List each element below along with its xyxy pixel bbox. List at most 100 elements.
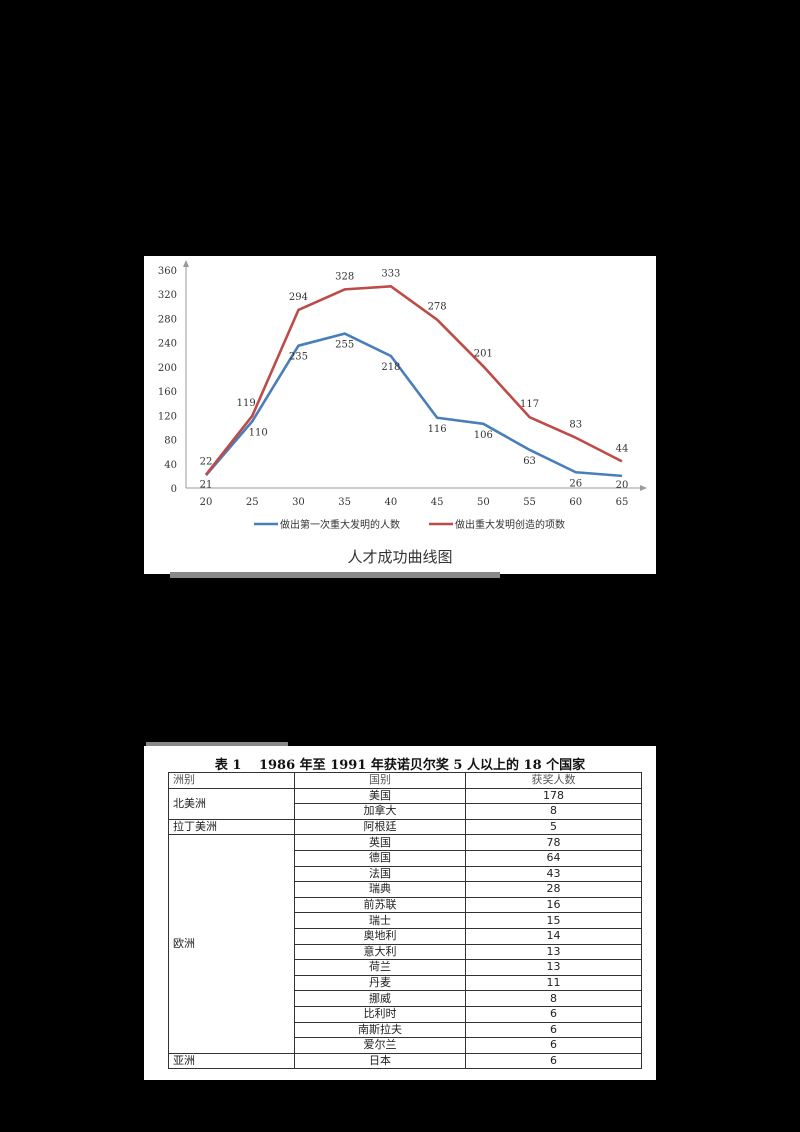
continent-cell: 拉丁美洲 — [168, 818, 295, 836]
legend-label: 做出第一次重大发明的人数 — [280, 518, 400, 531]
country-cell: 德国 — [294, 849, 466, 867]
country-cell: 加拿大 — [294, 803, 466, 820]
table-row: 北美洲 美国 178 — [168, 787, 642, 820]
obscured-caption — [146, 742, 288, 748]
count-cell: 6 — [465, 1005, 642, 1023]
table-row: 拉丁美洲 阿根廷 5 — [168, 818, 642, 836]
table-row: 欧洲 英国 78 — [168, 834, 642, 1054]
table-row: 法国 43 — [169, 865, 642, 883]
data-label: 255 — [335, 340, 354, 351]
data-label: 44 — [616, 443, 629, 454]
count-cell: 11 — [465, 974, 642, 992]
data-label: 119 — [237, 398, 256, 409]
count-cell: 13 — [465, 943, 642, 961]
table-header-row: 洲别 国别 获奖人数 — [168, 772, 642, 789]
y-tick-label: 160 — [158, 387, 177, 398]
x-tick-label: 35 — [338, 497, 351, 508]
series-line-first-invention — [205, 332, 623, 478]
line-chart: 0 40 80 120 160 200 240 280 320 360 20 25 30 35 40 45 50… — [158, 260, 647, 531]
data-label: 278 — [428, 302, 447, 313]
count-cell: 13 — [465, 959, 642, 976]
x-tick-label: 20 — [200, 497, 213, 508]
data-label: 110 — [249, 427, 268, 438]
data-label: 333 — [381, 268, 400, 279]
y-tick-label: 120 — [158, 411, 177, 422]
count-cell: 43 — [465, 865, 642, 883]
y-tick-label: 360 — [158, 266, 177, 277]
x-tick-label: 55 — [523, 497, 536, 508]
table-row: 意大利 13 — [169, 943, 642, 961]
country-cell: 法国 — [294, 865, 466, 883]
header-country: 国别 — [294, 772, 466, 789]
x-tick-label: 40 — [385, 497, 398, 508]
country-cell: 美国 — [294, 787, 466, 805]
table-row: 亚洲 日本 6 — [168, 1052, 642, 1070]
country-cell: 丹麦 — [294, 974, 466, 992]
data-label: 117 — [520, 399, 539, 410]
country-cell: 前苏联 — [294, 896, 466, 914]
y-tick-label: 240 — [158, 339, 177, 350]
continent-cell: 亚洲 — [168, 1052, 295, 1070]
table-row: 丹麦 11 — [169, 974, 642, 992]
data-label: 235 — [289, 352, 308, 363]
count-cell: 16 — [465, 896, 642, 914]
count-cell: 178 — [465, 787, 642, 805]
country-cell: 比利时 — [294, 1005, 466, 1023]
country-cell: 挪威 — [294, 990, 466, 1007]
y-tick-label: 40 — [164, 460, 177, 471]
continent-cell: 欧洲 — [168, 834, 295, 1054]
data-label: 63 — [523, 456, 536, 467]
continent-cell: 北美洲 — [168, 787, 295, 820]
country-cell: 阿根廷 — [294, 818, 466, 836]
count-cell: 78 — [465, 834, 642, 851]
country-cell: 英国 — [294, 834, 466, 851]
count-cell: 14 — [465, 927, 642, 945]
data-label: 22 — [200, 457, 213, 468]
data-label: 106 — [474, 430, 493, 441]
table-row: 挪威 8 — [169, 990, 642, 1007]
data-label: 294 — [289, 292, 308, 303]
table-row: 比利时 6 — [169, 1005, 642, 1023]
data-label: 116 — [428, 424, 447, 435]
header-count: 获奖人数 — [465, 772, 642, 789]
data-label: 83 — [569, 420, 582, 431]
count-cell: 6 — [465, 1037, 642, 1054]
x-tick-label: 65 — [616, 497, 629, 508]
country-cell: 日本 — [294, 1052, 466, 1070]
line-chart-panel: 0 40 80 120 160 200 240 280 320 360 20 25 30 35 40 45 50… — [144, 256, 656, 574]
legend-label: 做出重大发明创造的项数 — [455, 518, 565, 531]
country-cell: 南斯拉夫 — [294, 1021, 466, 1039]
y-tick-label: 0 — [171, 484, 177, 495]
series-line-invention-count — [204, 285, 623, 476]
x-tick-label: 60 — [569, 497, 582, 508]
y-axis-arrow-icon — [183, 260, 189, 267]
country-cell: 奥地利 — [294, 927, 466, 945]
table-row: 南斯拉夫 6 — [169, 1021, 642, 1039]
x-tick-label: 30 — [292, 497, 305, 508]
country-cell: 意大利 — [294, 943, 466, 961]
count-cell: 6 — [465, 1052, 642, 1070]
count-cell: 8 — [465, 803, 642, 820]
country-cell: 瑞典 — [294, 881, 466, 898]
data-label: 20 — [616, 480, 629, 491]
count-cell: 15 — [465, 912, 642, 929]
country-cell: 瑞士 — [294, 912, 466, 929]
x-axis-arrow-icon — [640, 485, 647, 491]
table-title: 表 1 1986 年至 1991 年获诺贝尔奖 5 人以上的 18 个国家 — [214, 758, 586, 773]
x-tick-label: 50 — [477, 497, 490, 508]
y-tick-label: 320 — [158, 290, 177, 301]
data-label: 328 — [335, 271, 354, 282]
count-cell: 5 — [465, 818, 642, 836]
count-cell: 8 — [465, 990, 642, 1007]
country-cell: 爱尔兰 — [294, 1037, 466, 1054]
data-label: 201 — [474, 348, 493, 359]
count-cell: 6 — [465, 1021, 642, 1039]
data-label: 26 — [569, 478, 582, 489]
chart-title: 人才成功曲线图 — [347, 548, 453, 566]
count-cell: 28 — [465, 881, 642, 898]
x-tick-label: 45 — [431, 497, 444, 508]
count-cell: 64 — [465, 849, 642, 867]
y-tick-label: 80 — [164, 436, 177, 447]
y-tick-label: 280 — [158, 314, 177, 325]
y-tick-label: 200 — [158, 363, 177, 374]
